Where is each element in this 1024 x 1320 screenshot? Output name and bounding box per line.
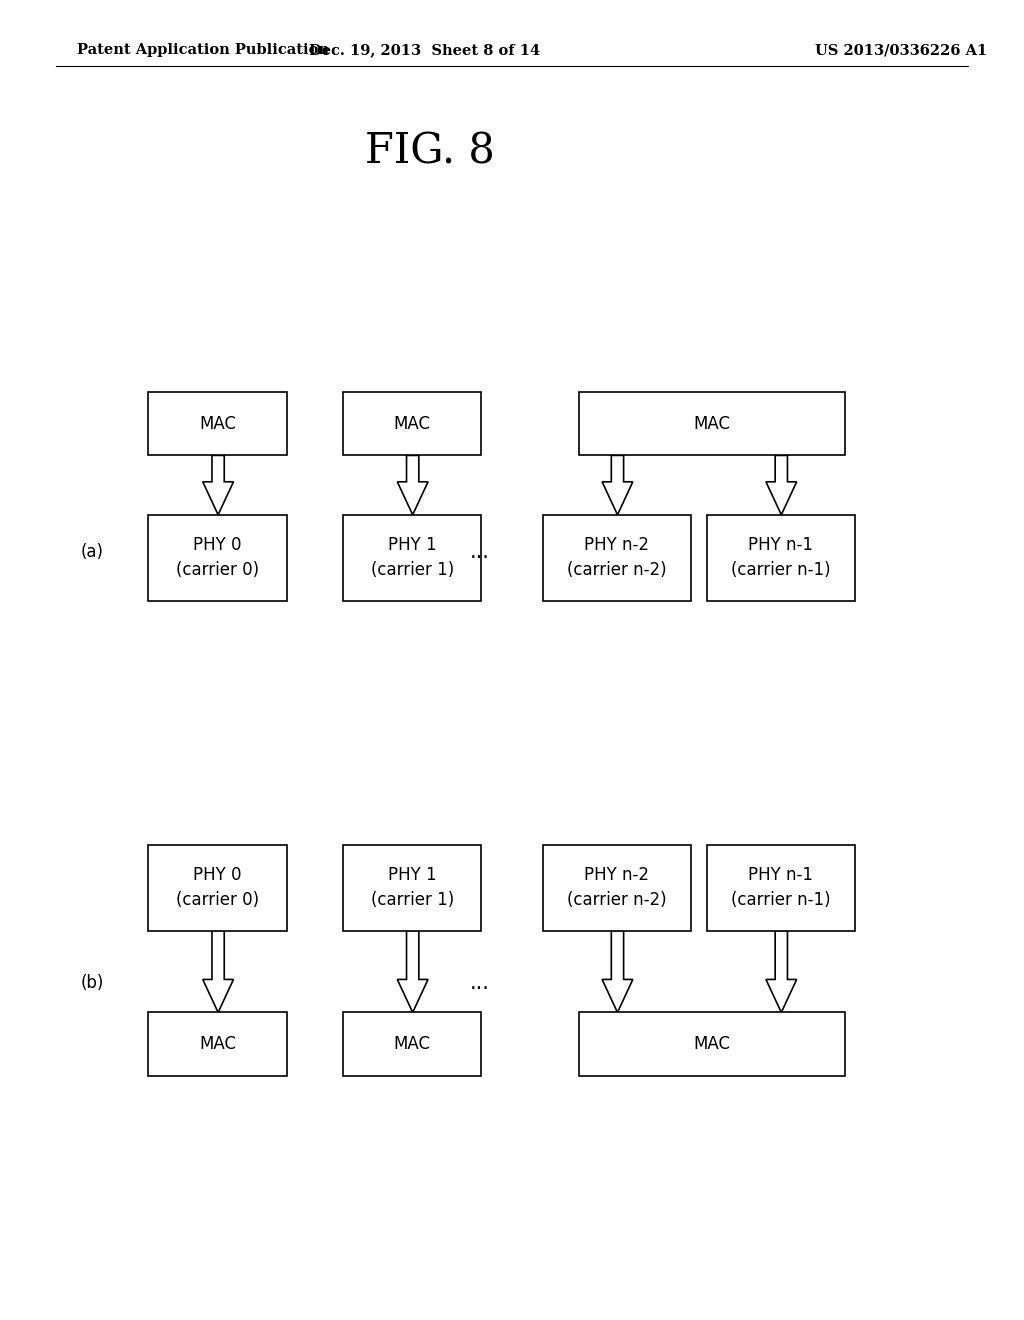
Text: ...: ... [469,541,489,562]
Bar [707,515,855,601]
Text: PHY n-1
(carrier n-1): PHY n-1 (carrier n-1) [731,866,830,909]
Text: PHY 0
(carrier 0): PHY 0 (carrier 0) [176,866,259,909]
Polygon shape [602,455,633,515]
Bar [343,515,481,601]
Text: PHY 1
(carrier 1): PHY 1 (carrier 1) [371,866,454,909]
Polygon shape [203,931,233,1012]
Text: MAC: MAC [393,414,431,433]
Text: MAC: MAC [693,414,730,433]
Polygon shape [766,455,797,515]
Bar [148,1012,287,1076]
Text: MAC: MAC [199,1035,237,1053]
Text: Dec. 19, 2013  Sheet 8 of 14: Dec. 19, 2013 Sheet 8 of 14 [309,44,541,57]
Bar [148,845,287,931]
Bar [543,515,691,601]
Text: US 2013/0336226 A1: US 2013/0336226 A1 [815,44,987,57]
Text: Patent Application Publication: Patent Application Publication [77,44,329,57]
Bar [579,392,845,455]
Text: PHY 0
(carrier 0): PHY 0 (carrier 0) [176,536,259,579]
Text: MAC: MAC [393,1035,431,1053]
Text: PHY 1
(carrier 1): PHY 1 (carrier 1) [371,536,454,579]
Bar [148,392,287,455]
Bar [343,845,481,931]
Text: MAC: MAC [199,414,237,433]
Bar [343,1012,481,1076]
Text: (b): (b) [81,974,103,993]
Text: ...: ... [469,973,489,994]
Text: PHY n-2
(carrier n-2): PHY n-2 (carrier n-2) [567,866,667,909]
Bar [148,515,287,601]
Text: PHY n-2
(carrier n-2): PHY n-2 (carrier n-2) [567,536,667,579]
Bar [543,845,691,931]
Polygon shape [397,931,428,1012]
Text: PHY n-1
(carrier n-1): PHY n-1 (carrier n-1) [731,536,830,579]
Text: MAC: MAC [693,1035,730,1053]
Polygon shape [203,455,233,515]
Bar [579,1012,845,1076]
Text: FIG. 8: FIG. 8 [366,131,495,173]
Polygon shape [397,455,428,515]
Bar [707,845,855,931]
Bar [343,392,481,455]
Polygon shape [766,931,797,1012]
Polygon shape [602,931,633,1012]
Text: (a): (a) [81,543,103,561]
